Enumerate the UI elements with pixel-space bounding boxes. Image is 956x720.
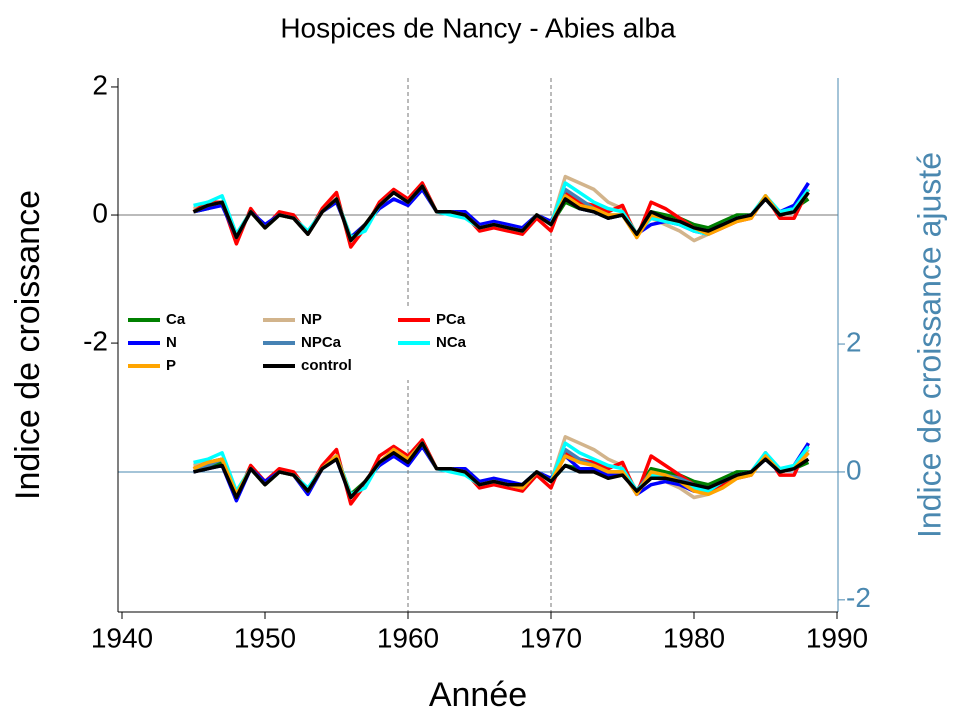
x-tick-label: 1970 [520, 622, 582, 653]
y-tick-label: 2 [92, 69, 108, 100]
y2-tick-label: 2 [846, 326, 862, 357]
x-axis-label: Année [429, 676, 527, 714]
legend-label: control [301, 357, 352, 374]
y-tick-label: 0 [92, 197, 108, 228]
legend-label: N [166, 334, 177, 351]
x-tick-label: 1990 [806, 622, 868, 653]
y2-tick-label: -2 [846, 582, 871, 613]
x-tick-label: 1980 [663, 622, 725, 653]
y2-axis-label: Indice de croissance ajusté [911, 152, 947, 538]
series-line [193, 441, 810, 500]
y-axis-label: Indice de croissance [9, 190, 47, 500]
legend-label: PCa [436, 311, 466, 328]
y-tick-label: -2 [83, 325, 108, 356]
legend-label: Ca [166, 311, 186, 328]
legend-label: NP [301, 311, 322, 328]
chart-title: Hospices de Nancy - Abies alba [280, 12, 676, 43]
x-tick-label: 1960 [377, 622, 439, 653]
legend-label: P [166, 357, 176, 374]
y2-tick-label: 0 [846, 454, 862, 485]
legend-label: NPCa [301, 334, 342, 351]
x-tick-label: 1940 [91, 622, 153, 653]
x-tick-label: 1950 [234, 622, 296, 653]
series-line [192, 184, 810, 243]
legend-label: NCa [436, 334, 467, 351]
